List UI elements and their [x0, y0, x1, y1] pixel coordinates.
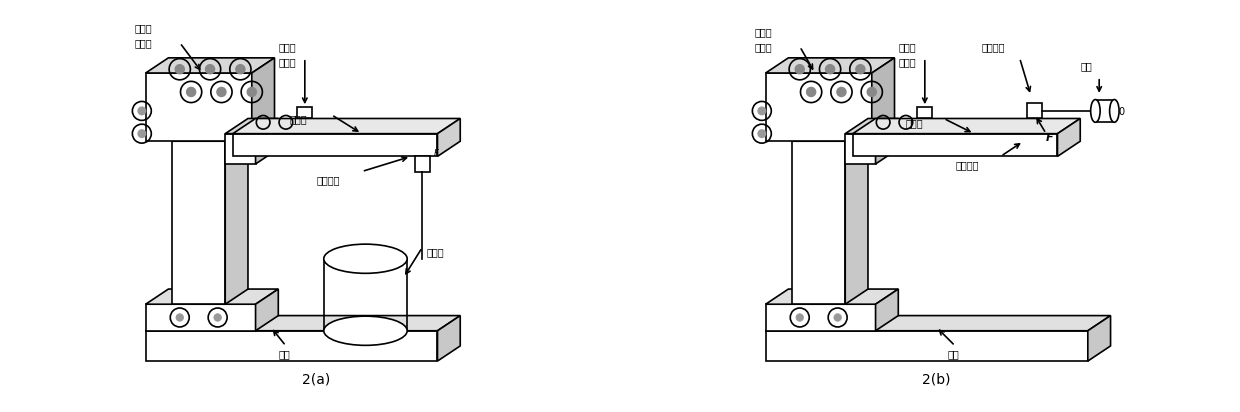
Polygon shape [438, 316, 460, 361]
Polygon shape [233, 119, 460, 133]
Polygon shape [792, 126, 868, 141]
Circle shape [175, 65, 185, 74]
Text: 激振器: 激振器 [427, 247, 444, 257]
Polygon shape [918, 107, 932, 119]
Polygon shape [846, 133, 875, 164]
Text: 力传感器: 力传感器 [955, 160, 978, 170]
Text: 力传感器: 力传感器 [982, 42, 1006, 52]
Ellipse shape [324, 316, 407, 345]
Polygon shape [255, 289, 278, 331]
Text: 2(a): 2(a) [303, 373, 330, 387]
Polygon shape [875, 119, 898, 164]
Polygon shape [853, 119, 1080, 133]
Circle shape [186, 87, 196, 96]
Polygon shape [172, 126, 248, 141]
Polygon shape [1027, 103, 1043, 119]
Text: 力锤: 力锤 [1080, 61, 1092, 71]
Polygon shape [255, 119, 278, 164]
Text: 悬臂梁: 悬臂梁 [290, 114, 308, 124]
Circle shape [206, 65, 215, 74]
Polygon shape [765, 331, 1087, 361]
Polygon shape [226, 119, 278, 133]
Text: 悬臂梁: 悬臂梁 [906, 118, 924, 128]
Circle shape [833, 314, 842, 321]
Text: 固支端: 固支端 [754, 42, 771, 52]
Circle shape [217, 87, 226, 96]
Text: 传感器: 传感器 [278, 57, 296, 68]
Text: 底座: 底座 [947, 349, 960, 359]
Text: 传感器: 传感器 [898, 57, 916, 68]
Polygon shape [252, 58, 274, 141]
Polygon shape [414, 157, 430, 171]
Text: 力传感器: 力传感器 [316, 175, 340, 185]
Text: 加速度: 加速度 [898, 42, 916, 52]
Polygon shape [298, 107, 312, 119]
Circle shape [758, 107, 765, 115]
Polygon shape [872, 58, 894, 141]
Ellipse shape [1091, 100, 1100, 122]
Polygon shape [233, 133, 438, 157]
Text: 底座: 底座 [278, 349, 290, 359]
Polygon shape [1087, 316, 1111, 361]
Circle shape [796, 314, 804, 321]
Polygon shape [875, 289, 898, 331]
Polygon shape [145, 304, 255, 331]
Circle shape [236, 65, 246, 74]
Circle shape [138, 130, 145, 138]
Circle shape [826, 65, 835, 74]
Circle shape [247, 87, 257, 96]
Ellipse shape [324, 244, 407, 273]
Polygon shape [1095, 100, 1115, 122]
Polygon shape [145, 73, 252, 141]
Circle shape [138, 107, 145, 115]
Text: 0: 0 [1118, 107, 1125, 117]
Circle shape [213, 314, 222, 321]
Polygon shape [846, 119, 898, 133]
Ellipse shape [1110, 100, 1118, 122]
Polygon shape [846, 126, 868, 304]
Polygon shape [145, 58, 274, 73]
Polygon shape [226, 133, 255, 164]
Polygon shape [765, 289, 898, 304]
Polygon shape [765, 304, 875, 331]
Polygon shape [765, 73, 872, 141]
Text: 悬臂梁: 悬臂梁 [754, 27, 771, 37]
Polygon shape [145, 331, 438, 361]
Polygon shape [765, 316, 1111, 331]
Polygon shape [792, 141, 846, 304]
Text: F: F [434, 150, 439, 158]
Polygon shape [765, 58, 894, 73]
Polygon shape [145, 316, 460, 331]
Circle shape [758, 130, 765, 138]
Polygon shape [226, 126, 248, 304]
Text: 悬臂梁: 悬臂梁 [134, 23, 151, 33]
Circle shape [176, 314, 184, 321]
Polygon shape [172, 141, 226, 304]
Polygon shape [145, 289, 278, 304]
Polygon shape [1058, 119, 1080, 157]
Polygon shape [438, 119, 460, 157]
Circle shape [856, 65, 866, 74]
Text: 2(b): 2(b) [923, 373, 950, 387]
Circle shape [837, 87, 846, 96]
Text: 加速度: 加速度 [278, 42, 296, 52]
Circle shape [795, 65, 805, 74]
Circle shape [806, 87, 816, 96]
Text: F: F [1047, 133, 1054, 143]
Text: 固支端: 固支端 [134, 38, 151, 49]
Polygon shape [853, 133, 1058, 157]
Circle shape [867, 87, 877, 96]
